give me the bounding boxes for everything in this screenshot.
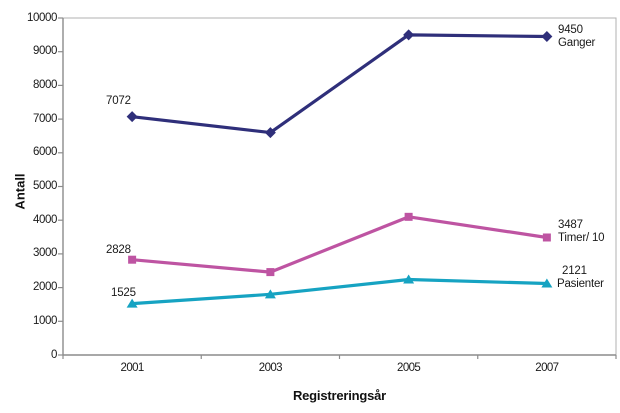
data-label-pasienter-2001: 1525 bbox=[111, 287, 136, 299]
marker-diamond bbox=[264, 127, 276, 139]
series-name-label-ganger: Ganger bbox=[558, 37, 596, 49]
x-axis-title: Registreringsår bbox=[292, 388, 387, 403]
marker-triangle bbox=[126, 298, 138, 308]
y-tick-label: 0 bbox=[51, 348, 57, 361]
x-tick-label-2005: 2005 bbox=[397, 362, 421, 374]
marker-diamond bbox=[126, 111, 138, 123]
series-line-Timer/ 10 bbox=[130, 215, 549, 274]
data-label-timer-2001: 2828 bbox=[106, 244, 131, 256]
y-tick-label: 9000 bbox=[33, 45, 57, 58]
data-label-pasienter-2007-value: 2121 bbox=[562, 265, 587, 277]
series-name-label-pasienter: Pasienter bbox=[557, 278, 604, 290]
data-label-ganger-2007-value: 9450 bbox=[558, 24, 583, 36]
marker-triangle bbox=[403, 274, 415, 284]
marker-triangle bbox=[264, 289, 276, 299]
series-line-Pasienter bbox=[130, 277, 549, 306]
x-tick-label-2007: 2007 bbox=[535, 362, 559, 374]
marker-square bbox=[266, 268, 275, 277]
data-label-timer-2007-value: 3487 bbox=[558, 219, 583, 231]
series-name-label-timer: Timer/ 10 bbox=[558, 232, 605, 244]
y-tick-label: 3000 bbox=[33, 247, 57, 260]
marker-triangle bbox=[541, 278, 553, 288]
series-line-Ganger bbox=[130, 33, 549, 135]
marker-square bbox=[404, 212, 413, 221]
x-tick-label-2003: 2003 bbox=[258, 362, 283, 374]
y-tick-label: 7000 bbox=[33, 112, 57, 125]
marker-square bbox=[542, 233, 551, 242]
x-tick-label-2001: 2001 bbox=[120, 362, 145, 374]
marker-square bbox=[128, 255, 137, 264]
plot-border bbox=[62, 17, 617, 356]
marker-diamond bbox=[541, 31, 553, 43]
y-tick-label: 6000 bbox=[33, 146, 57, 159]
marker-diamond bbox=[403, 29, 415, 41]
y-tick-label: 8000 bbox=[33, 78, 57, 91]
y-tick-label: 10000 bbox=[27, 11, 57, 24]
data-label-ganger-2001: 7072 bbox=[106, 95, 131, 107]
y-tick-label: 2000 bbox=[33, 281, 57, 294]
y-tick-label: 4000 bbox=[33, 213, 57, 226]
y-tick-label: 5000 bbox=[33, 180, 57, 192]
y-tick-label: 1000 bbox=[33, 314, 57, 327]
